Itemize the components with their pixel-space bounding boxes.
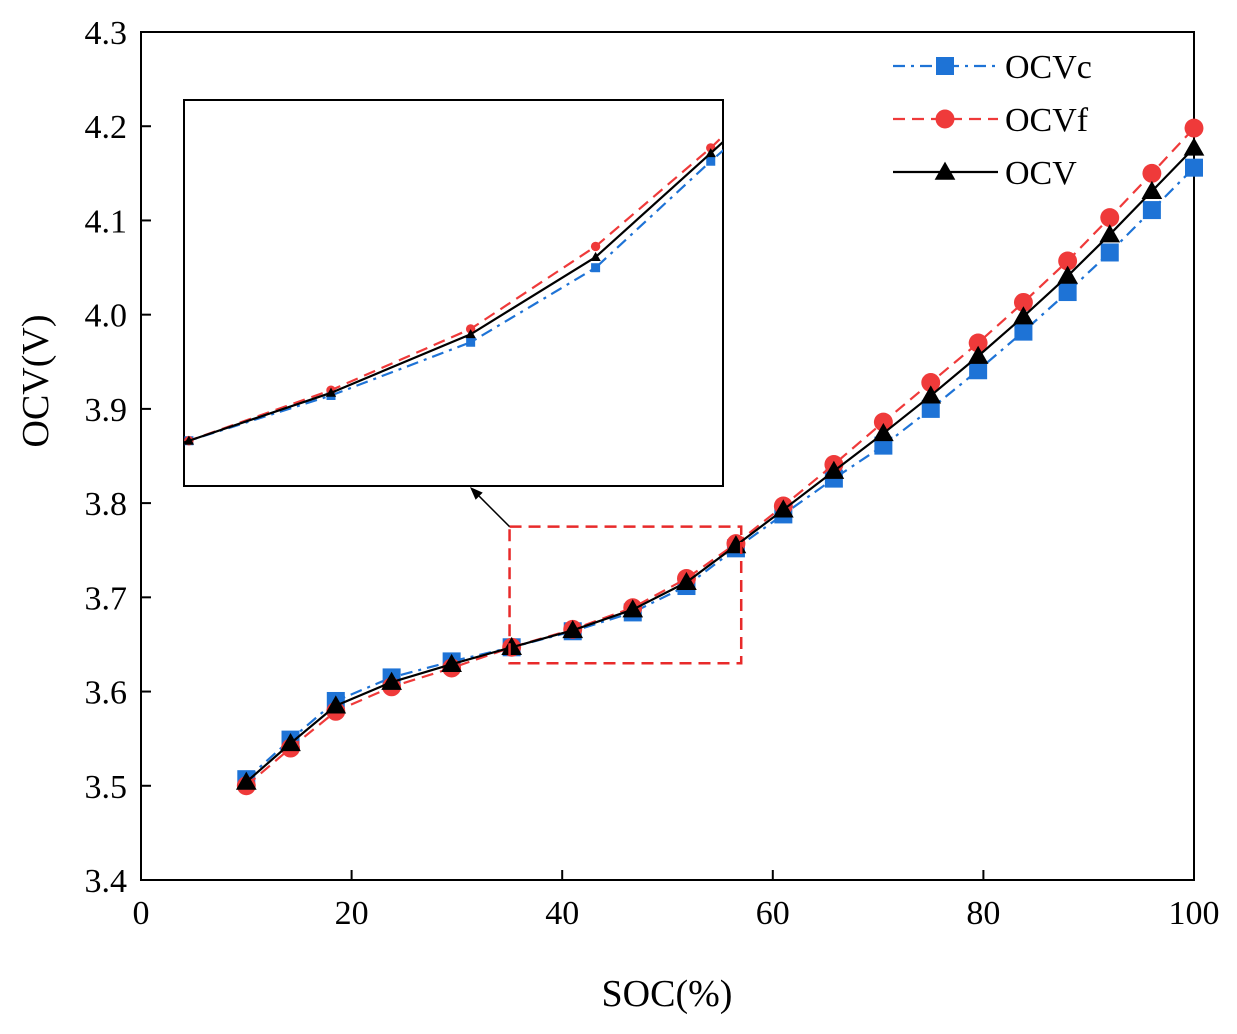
inset-point-ocv — [705, 148, 716, 158]
legend-label-ocvc: OCVc — [1005, 49, 1092, 86]
data-point-ocv — [1013, 306, 1034, 325]
x-tick-label: 100 — [1169, 895, 1220, 932]
inset-point-ocvc — [706, 156, 716, 166]
legend-marker-ocv — [934, 161, 956, 180]
inset-point-ocvc — [591, 263, 601, 273]
y-tick-label: 3.4 — [85, 863, 128, 900]
data-point-ocvf — [873, 412, 893, 432]
data-point-ocv — [381, 671, 402, 690]
data-point-ocvf — [1142, 163, 1162, 183]
inset-point-ocv — [465, 329, 476, 339]
data-point-ocvc — [1185, 158, 1203, 177]
inset-series-layer — [184, 134, 723, 446]
x-tick-label: 20 — [335, 895, 369, 932]
inset-point-ocvf — [590, 241, 601, 252]
series-line-ocvf — [245, 127, 1195, 787]
series-layer — [235, 118, 1205, 796]
data-point-ocv — [1141, 180, 1163, 199]
legend-label-ocv: OCV — [1005, 155, 1077, 192]
data-point-ocvc — [1100, 243, 1119, 262]
y-tick-label: 4.0 — [85, 298, 128, 335]
legend-marker-ocvf — [935, 109, 955, 129]
data-point-ocv — [873, 423, 894, 442]
legend-marker-ocvc — [936, 57, 954, 75]
x-axis-title: SOC(%) — [602, 973, 733, 1015]
x-tick-label: 40 — [545, 895, 579, 932]
legend-entry-ocvf: OCVf — [893, 102, 1089, 139]
x-tick-label: 0 — [133, 895, 150, 932]
data-point-ocv — [235, 771, 257, 790]
data-point-ocv — [772, 499, 794, 518]
data-point-ocvf — [1058, 251, 1078, 271]
inset-point-ocv — [590, 251, 601, 261]
x-tick-label: 80 — [966, 895, 1000, 932]
y-tick-label: 3.9 — [85, 392, 128, 429]
legend-marker-symbol-ocvf — [935, 109, 955, 129]
data-point-ocv — [1183, 137, 1205, 156]
inset-frame — [183, 99, 724, 487]
data-point-ocv — [823, 460, 845, 479]
legend-marker-symbol-ocv — [934, 161, 956, 180]
legend-label-ocvf: OCVf — [1005, 102, 1089, 139]
y-tick-label: 3.6 — [85, 675, 128, 712]
data-point-ocvc — [1058, 283, 1077, 302]
inset-pointer-arrow — [470, 487, 511, 528]
data-point-ocvf — [1100, 208, 1120, 228]
data-point-ocvf — [1013, 292, 1033, 312]
y-tick-label: 4.2 — [85, 109, 128, 146]
y-tick-label: 3.5 — [85, 769, 128, 806]
data-point-ocv — [676, 571, 697, 591]
data-point-ocvc — [1142, 201, 1161, 220]
legend: OCVc OCVf OCV — [893, 49, 1092, 192]
data-point-ocv — [441, 653, 462, 672]
y-axis-title: OCV(V) — [15, 315, 57, 448]
data-point-ocv — [920, 385, 942, 404]
data-point-ocvf — [921, 373, 941, 392]
zoom-highlight-box — [508, 525, 743, 665]
plot-frame — [140, 31, 1195, 881]
axes-layer: 0 20 40 60 80 100 3.4 3.5 3.6 3.7 3.8 3.9 4.0 4.1 4.2 4… — [85, 15, 1220, 932]
data-point-ocvf — [1184, 118, 1204, 138]
inset-point-ocv — [184, 435, 195, 445]
legend-marker-symbol-ocvc — [936, 57, 954, 75]
inset-point-ocvc — [466, 337, 476, 347]
legend-entry-ocvc: OCVc — [893, 49, 1092, 86]
y-tick-label: 3.8 — [85, 486, 128, 523]
series-line-ocvc — [245, 166, 1195, 781]
data-point-ocvc — [969, 361, 988, 380]
data-point-ocv — [967, 345, 989, 364]
data-point-ocv — [1099, 224, 1121, 243]
data-point-ocv — [622, 599, 644, 618]
legend-entry-ocv: OCV — [893, 155, 1077, 192]
data-point-ocv — [501, 636, 523, 656]
data-point-ocv — [280, 733, 301, 752]
inset-point-ocvf — [465, 324, 476, 334]
data-point-ocvc — [1014, 322, 1033, 341]
data-point-ocv — [562, 619, 584, 639]
data-point-ocvc — [921, 399, 940, 418]
data-point-ocvf — [968, 333, 988, 353]
x-tick-label: 60 — [756, 895, 790, 932]
inset-series-ocv — [184, 140, 723, 445]
inset-point-ocv — [325, 387, 337, 397]
data-point-ocv — [1057, 265, 1078, 284]
y-tick-label: 3.7 — [85, 580, 128, 617]
y-tick-label: 4.1 — [85, 203, 128, 240]
data-point-ocv — [325, 695, 347, 714]
y-tick-label: 4.3 — [85, 15, 128, 52]
series-ocv — [235, 137, 1205, 790]
